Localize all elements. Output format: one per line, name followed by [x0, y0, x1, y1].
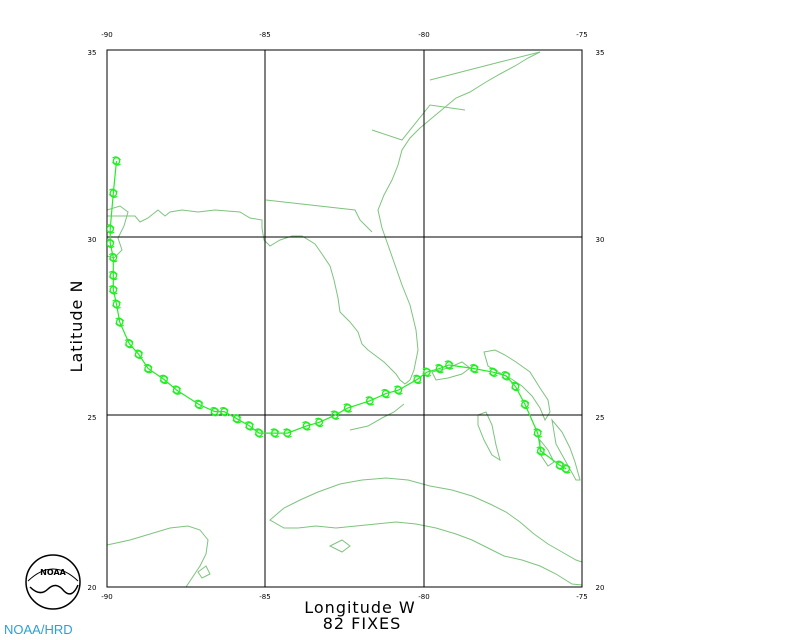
noaa-logo: NOAA [25, 554, 81, 610]
lat-ticks-right: 35 30 25 20 [596, 49, 605, 592]
track-fix [365, 396, 375, 406]
lon-tick-bottom: -90 [101, 593, 112, 601]
lat-tick-left: 20 [88, 584, 97, 592]
track-fix [108, 270, 118, 281]
plot-frame [106, 49, 583, 588]
track-fix [108, 188, 118, 198]
cuba-coastline [269, 477, 582, 586]
lat-tick-left: 35 [88, 49, 97, 57]
track-fix [412, 374, 422, 385]
x-axis-label: Longitude W [304, 598, 415, 617]
lat-tick-right: 20 [596, 584, 605, 592]
lon-ticks-top: -90 -85 -80 -75 [101, 31, 587, 39]
track-fix [134, 349, 144, 360]
track-fix [172, 385, 182, 395]
track-fix [533, 428, 543, 438]
track-fix [108, 252, 118, 263]
lon-tick-top: -75 [576, 31, 587, 39]
track-fix [536, 446, 546, 456]
track-fix [232, 414, 242, 424]
lon-ticks-bottom: -90 -85 -80 -75 [101, 593, 587, 601]
track-fix [381, 388, 391, 399]
track-fix [302, 421, 311, 431]
lat-tick-left: 30 [88, 236, 97, 244]
y-axis-label: Latitude N [67, 280, 86, 373]
state-boundary-nc [429, 51, 541, 81]
track-fix [511, 381, 520, 392]
track-line [109, 160, 567, 470]
lat-tick-right: 35 [596, 49, 605, 57]
lat-tick-right: 25 [596, 414, 605, 422]
track-fix [270, 428, 280, 438]
credit-label: NOAA/HRD [4, 622, 73, 637]
track-fix [194, 399, 204, 410]
bahamas-eleuthera [551, 418, 581, 481]
lat-tick-left: 25 [88, 414, 97, 422]
track-fix [444, 360, 454, 370]
track-fix [501, 371, 511, 381]
track-fix [107, 238, 115, 249]
track-fix [112, 156, 121, 166]
lat-tick-right: 30 [596, 236, 605, 244]
lat-ticks-left: 35 30 25 20 [88, 49, 97, 592]
storm-track [107, 156, 571, 474]
state-boundary-ga [265, 199, 373, 233]
track-fix [283, 428, 292, 438]
track-fix [108, 285, 118, 295]
track-fix [422, 367, 432, 377]
track-fix [219, 406, 229, 417]
us-coastline [107, 51, 541, 385]
louisiana-delta [107, 205, 129, 259]
bahamas-andros [477, 411, 501, 462]
lon-tick-bottom: -85 [259, 593, 270, 601]
track-fix [143, 363, 153, 374]
track-fix [210, 406, 220, 417]
track-fix [343, 403, 353, 413]
track-fix [330, 410, 340, 420]
fixes-count-label: 82 FIXES [323, 614, 402, 633]
track-fix [112, 299, 121, 309]
lon-tick-top: -80 [418, 31, 429, 39]
lon-tick-top: -85 [259, 31, 270, 39]
track-fix [124, 338, 134, 349]
track-fix [159, 374, 169, 385]
isla-juventud [328, 539, 351, 553]
coastlines [107, 51, 582, 587]
track-fix [254, 428, 264, 438]
track-fix [115, 317, 125, 327]
yucatan-coastline [107, 525, 209, 587]
track-fix [520, 399, 530, 410]
track-fix [435, 363, 444, 374]
track-fix [107, 224, 115, 234]
lon-tick-bottom: -80 [418, 593, 429, 601]
florida-keys [349, 403, 405, 431]
track-fix [555, 460, 565, 471]
cozumel [197, 565, 211, 579]
bahamas-grand [431, 361, 471, 381]
lon-tick-bottom: -75 [576, 593, 587, 601]
noaa-logo-text: NOAA [40, 568, 66, 577]
track-fix [469, 363, 479, 374]
track-fix [314, 417, 324, 428]
track-fix [488, 367, 498, 377]
track-fix [245, 421, 254, 431]
state-boundary-sc [371, 104, 466, 141]
lon-tick-top: -90 [101, 31, 112, 39]
track-fix [393, 385, 403, 395]
bahamas-exuma [539, 438, 555, 467]
bahamas-abaco [483, 349, 551, 422]
graticule [106, 49, 583, 588]
